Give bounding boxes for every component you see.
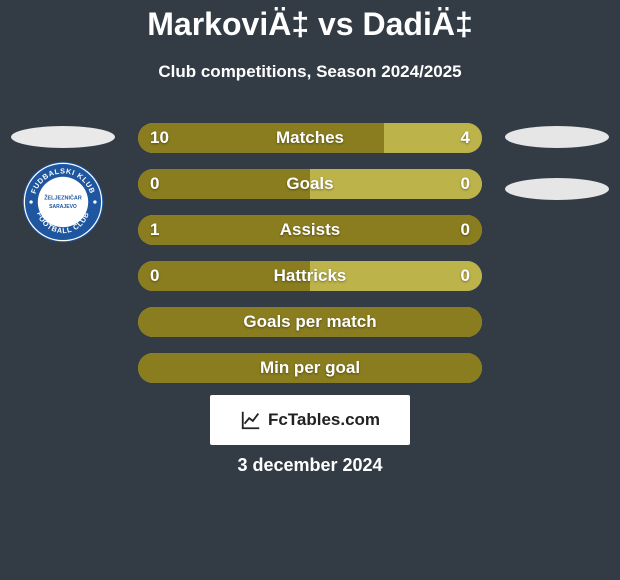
comparison-right-value: 4 — [461, 123, 470, 153]
comparison-row: Assists1 0 — [138, 215, 482, 245]
right-player-oval-1 — [505, 126, 609, 148]
comparison-left-value: 1 — [150, 215, 159, 245]
right-player-oval-2 — [505, 178, 609, 200]
comparison-left-value: 0 — [150, 169, 159, 199]
comparison-right-value: 0 — [461, 169, 470, 199]
comparison-row: Matches10 4 — [138, 123, 482, 153]
comparison-row-label: Min per goal — [138, 353, 482, 383]
left-player-oval — [11, 126, 115, 148]
comparison-row: Hattricks0 0 — [138, 261, 482, 291]
page-subtitle: Club competitions, Season 2024/2025 — [0, 62, 620, 82]
fctables-brand-text: FcTables.com — [268, 410, 380, 430]
svg-text:SARAJEVO: SARAJEVO — [49, 204, 77, 210]
comparison-bars: Matches104Goals00Assists10Hattricks00Goa… — [138, 123, 482, 399]
fctables-brand-box: FcTables.com — [210, 395, 410, 445]
comparison-row-label: Assists — [138, 215, 482, 245]
comparison-row-label: Matches — [138, 123, 482, 153]
comparison-right-value: 0 — [461, 215, 470, 245]
chart-icon — [240, 409, 262, 431]
right-player-column — [502, 126, 612, 200]
page-title: MarkoviÄ‡ vs DadiÄ‡ — [0, 6, 620, 43]
comparison-right-value: 0 — [461, 261, 470, 291]
comparison-row-label: Goals — [138, 169, 482, 199]
comparison-row: Min per goal — [138, 353, 482, 383]
left-player-column: FUDBALSKI KLUB FOOTBALL CLUB ŽELJEZNIČAR… — [8, 126, 118, 244]
comparison-row: Goals per match — [138, 307, 482, 337]
footer-date: 3 december 2024 — [0, 455, 620, 476]
comparison-row-label: Hattricks — [138, 261, 482, 291]
comparison-left-value: 10 — [150, 123, 169, 153]
svg-text:ŽELJEZNIČAR: ŽELJEZNIČAR — [44, 193, 82, 201]
left-club-logo: FUDBALSKI KLUB FOOTBALL CLUB ŽELJEZNIČAR… — [21, 160, 105, 244]
comparison-row-label: Goals per match — [138, 307, 482, 337]
comparison-row: Goals0 0 — [138, 169, 482, 199]
comparison-left-value: 0 — [150, 261, 159, 291]
